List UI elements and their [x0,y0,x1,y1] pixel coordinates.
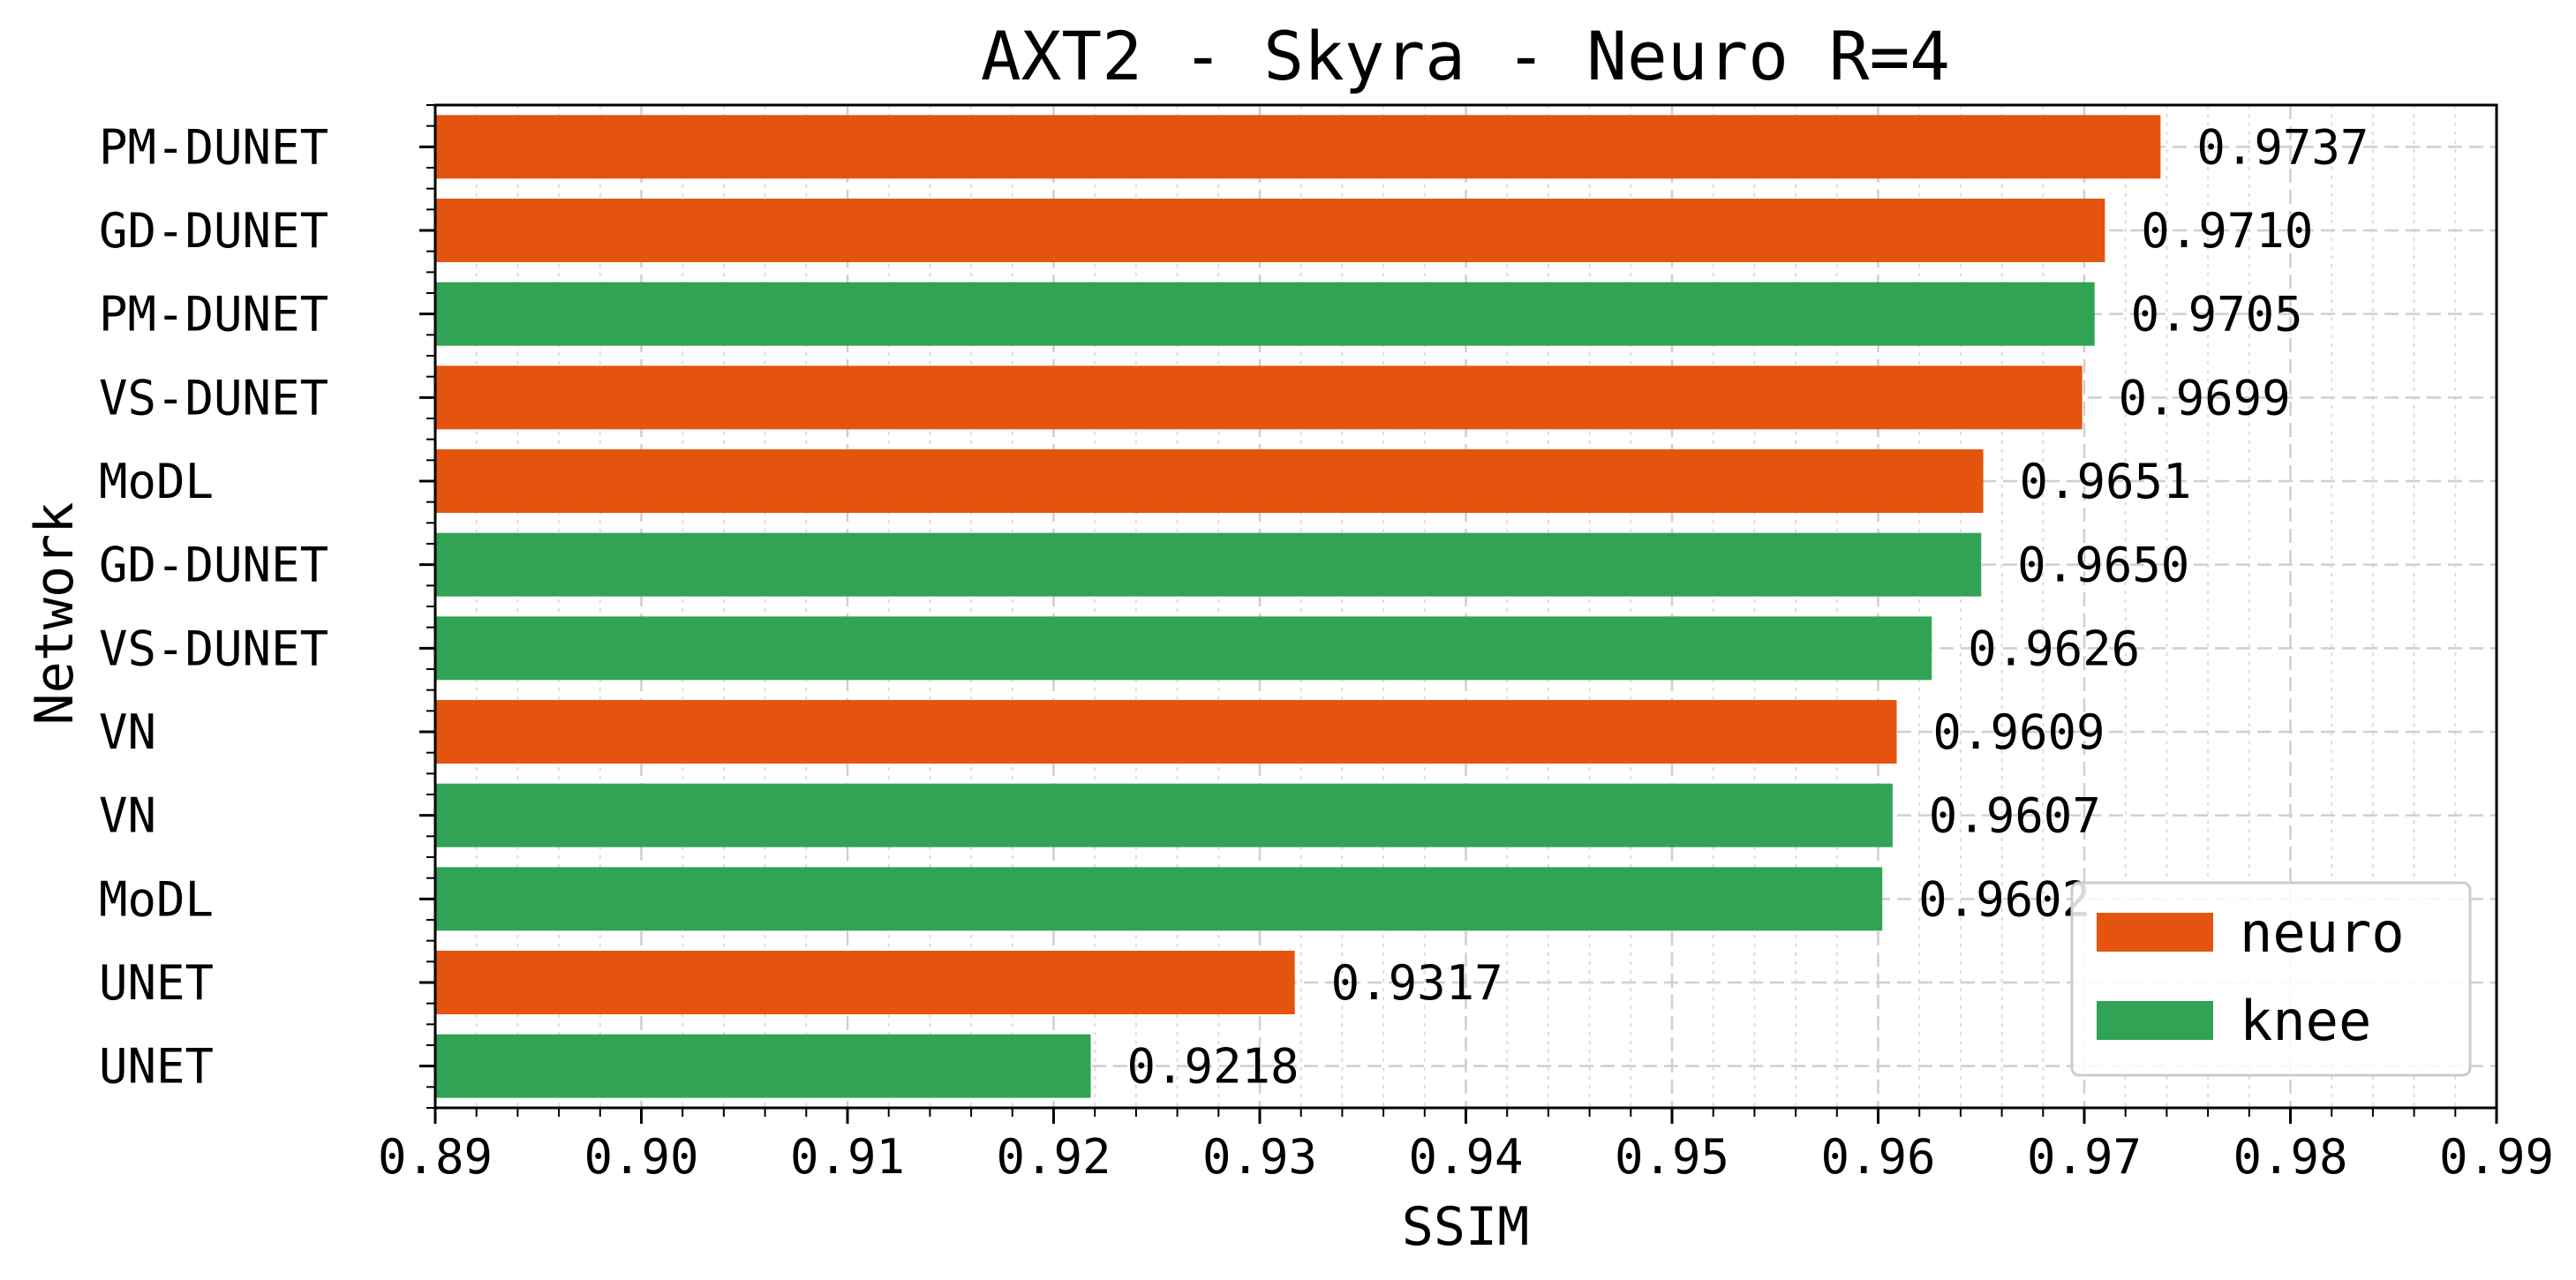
x-tick-label: 0.96 [1820,1129,1935,1185]
bar-knee [435,532,1982,597]
bar-neuro [435,951,1295,1014]
bar-knee [435,783,1893,847]
y-tick-label: GD-DUNET [99,203,328,259]
bar-neuro [435,365,2083,430]
bar-neuro [435,700,1897,764]
axes: 0.89 0.90 0.91 0.92 0.93 0.94 0.95 0.96 0.97 0.98… [99,104,2554,1185]
bar-knee [435,867,1883,931]
bar-knee [435,616,1932,681]
bar-value-label: 0.9699 [2119,370,2291,425]
y-tick-label: UNET [99,955,214,1011]
x-tick-label: 0.89 [378,1129,493,1185]
x-tick-label: 0.98 [2233,1129,2347,1185]
bar-neuro [435,115,2161,179]
y-tick-label: MoDL [99,871,214,927]
bar-value-label: 0.9650 [2017,538,2189,593]
y-tick-label: PM-DUNET [99,119,328,175]
x-tick-label: 0.97 [2027,1129,2142,1185]
bar-value-label: 0.9737 [2196,119,2369,175]
y-tick-label: VS-DUNET [99,621,328,676]
legend-swatch-knee [2097,1001,2213,1040]
bar-value-label: 0.9609 [1932,704,2105,760]
y-tick-label: VS-DUNET [99,370,328,425]
bar-value-label: 0.9626 [1968,621,2140,676]
y-axis-label: Network [24,502,86,726]
x-axis-label: SSIM [1402,1196,1530,1258]
value-labels: 0.9737 0.9710 0.9705 0.9699 0.9651 0.9650 0.96… [1126,119,2369,1094]
bar-neuro [435,199,2105,262]
x-tick-label: 0.95 [1615,1129,1729,1185]
bar-value-label: 0.9607 [1929,788,2101,844]
bar-value-label: 0.9317 [1331,955,1503,1011]
y-tick-label: PM-DUNET [99,287,328,343]
bar-knee [435,1034,1091,1098]
y-tick-label: GD-DUNET [99,538,328,593]
legend-label: neuro [2240,900,2405,965]
y-tick-label: UNET [99,1039,214,1095]
x-tick-label: 0.99 [2439,1129,2554,1185]
legend-swatch-neuro [2097,913,2213,952]
x-tick-label: 0.92 [996,1129,1111,1185]
bar-value-label: 0.9218 [1126,1039,1299,1095]
y-tick-label: MoDL [99,454,214,509]
y-tick-label: VN [99,704,156,760]
chart-title: AXT2 - Skyra - Neuro R=4 [981,17,1950,95]
bar-value-label: 0.9651 [2020,454,2192,509]
bar-knee [435,282,2095,346]
x-tick-label: 0.93 [1202,1129,1317,1185]
legend: neuro knee [2070,881,2472,1077]
y-tick-label: VN [99,788,156,844]
x-tick-label: 0.91 [790,1129,905,1185]
x-tick-label: 0.94 [1408,1129,1523,1185]
bars [435,115,2161,1098]
bar-value-label: 0.9710 [2141,203,2313,259]
bar-neuro [435,449,1984,513]
x-tick-label: 0.90 [584,1129,698,1185]
legend-label: knee [2240,989,2371,1053]
bar-value-label: 0.9705 [2131,287,2303,343]
bar-value-label: 0.9602 [1918,871,2090,927]
